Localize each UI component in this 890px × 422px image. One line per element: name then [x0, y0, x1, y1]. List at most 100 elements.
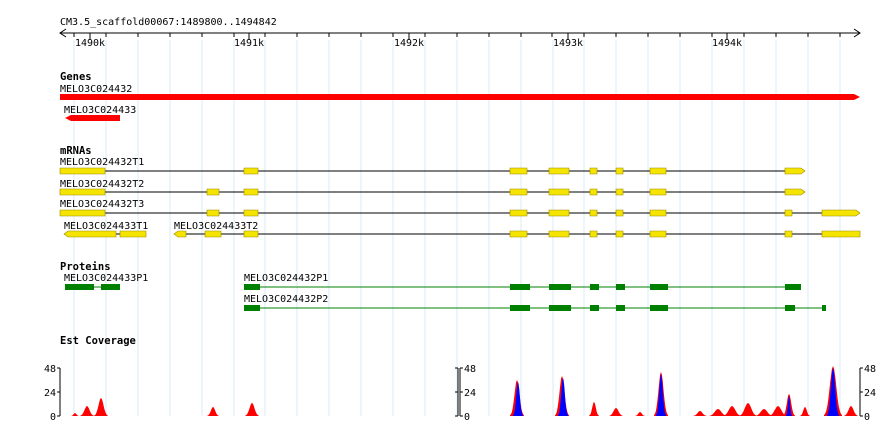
- gene-feature[interactable]: MELO3C024433: [64, 105, 136, 121]
- mrna-exon[interactable]: [784, 209, 793, 217]
- protein-block[interactable]: [244, 305, 260, 311]
- est-coverage-peak: [693, 411, 707, 416]
- mrna-exon[interactable]: [243, 167, 259, 175]
- mrna-exon[interactable]: [649, 167, 667, 175]
- gene-label: MELO3C024433: [64, 105, 136, 116]
- protein-block[interactable]: [650, 284, 668, 290]
- track-title-proteins: Proteins: [60, 261, 111, 273]
- mrna-exon[interactable]: [589, 188, 598, 196]
- mrna-exon[interactable]: [821, 230, 861, 238]
- protein-block[interactable]: [510, 284, 530, 290]
- est-y-axis: 48 24 0: [44, 364, 61, 422]
- mrna-exon[interactable]: [59, 209, 106, 217]
- mrna-label: MELO3C024432T3: [60, 199, 144, 210]
- mrna-exon[interactable]: [821, 209, 861, 217]
- mrna-exon[interactable]: [509, 209, 528, 217]
- y-axis-max-label: 48: [864, 364, 876, 375]
- mrna-exon[interactable]: [173, 230, 187, 238]
- track-title-mrnas: mRNAs: [60, 145, 92, 157]
- protein-block[interactable]: [785, 284, 801, 290]
- protein-block[interactable]: [616, 305, 625, 311]
- ruler-tick-label: 1490k: [75, 38, 105, 49]
- mrna-exon[interactable]: [548, 230, 570, 238]
- mrna-exon[interactable]: [649, 209, 667, 217]
- mrna-exon[interactable]: [509, 188, 528, 196]
- est-coverage-peak: [844, 406, 858, 416]
- mrna-exon[interactable]: [615, 167, 624, 175]
- mrna-label: MELO3C024432T2: [60, 179, 144, 190]
- ruler-tick-label: 1493k: [553, 38, 583, 49]
- mrna-exon[interactable]: [784, 188, 806, 196]
- mrna-exon[interactable]: [589, 230, 598, 238]
- mrna-exon[interactable]: [649, 230, 667, 238]
- ruler-tick-label: 1494k: [712, 38, 742, 49]
- mrna-exon[interactable]: [119, 230, 147, 238]
- ruler-right-arrow-icon: [853, 28, 861, 38]
- protein-block[interactable]: [244, 284, 260, 290]
- mrna-exon[interactable]: [509, 230, 528, 238]
- mrna-exon[interactable]: [784, 230, 793, 238]
- mrna-exon[interactable]: [63, 230, 117, 238]
- protein-block[interactable]: [101, 284, 120, 290]
- mrna-exon[interactable]: [59, 167, 106, 175]
- ruler: CM3.5_scaffold00067:1489800..1494842 149…: [59, 17, 861, 49]
- mrna-glyphs[interactable]: [59, 167, 861, 238]
- mrna-exon[interactable]: [59, 188, 106, 196]
- mrna-exon[interactable]: [509, 167, 528, 175]
- mrna-exon[interactable]: [243, 209, 259, 217]
- est-coverage-peak: [71, 413, 79, 416]
- protein-block[interactable]: [785, 305, 795, 311]
- mrna-exon[interactable]: [615, 188, 624, 196]
- est-coverage-peak: [609, 408, 623, 416]
- protein-label: MELO3C024433P1: [64, 273, 148, 284]
- mrna-exon[interactable]: [615, 209, 624, 217]
- est-y-axis: 48 24 0: [859, 364, 876, 422]
- mrna-exon[interactable]: [589, 209, 598, 217]
- protein-block[interactable]: [590, 305, 599, 311]
- mrna-exon[interactable]: [206, 209, 220, 217]
- mrna-exon[interactable]: [589, 167, 598, 175]
- protein-block[interactable]: [510, 305, 530, 311]
- mrna-exon[interactable]: [243, 188, 259, 196]
- mrna-exon[interactable]: [784, 167, 806, 175]
- protein-block[interactable]: [590, 284, 599, 290]
- y-axis-mid-label: 24: [864, 388, 876, 399]
- protein-block[interactable]: [549, 305, 571, 311]
- est-coverage-peak: [786, 396, 792, 416]
- mrna-exon[interactable]: [206, 188, 220, 196]
- protein-glyphs[interactable]: [65, 284, 826, 311]
- mrna-exon[interactable]: [548, 167, 570, 175]
- ruler-tick-label: 1492k: [394, 38, 424, 49]
- genes-track: Genes MELO3C024432 MELO3C024433: [60, 71, 860, 121]
- est-coverage-peak: [558, 378, 568, 416]
- y-axis-min-label: 0: [864, 412, 870, 422]
- proteins-track: Proteins MELO3C024433P1 MELO3C024432P1 M…: [60, 261, 826, 311]
- protein-block[interactable]: [822, 305, 826, 311]
- mrna-exon[interactable]: [548, 188, 570, 196]
- est-coverage-peak: [589, 402, 599, 416]
- gene-glyph[interactable]: [65, 115, 120, 121]
- protein-block[interactable]: [616, 284, 625, 290]
- ruler-tick-label: 1491k: [234, 38, 264, 49]
- est-coverage-track: Est Coverage 48 24 0 48 24 0: [44, 335, 876, 422]
- protein-block[interactable]: [650, 305, 668, 311]
- mrna-exon[interactable]: [615, 230, 624, 238]
- track-title-est-coverage: Est Coverage: [60, 335, 136, 347]
- est-coverage-peak: [94, 398, 108, 416]
- ruler-minor-ticks: [73, 33, 841, 37]
- mrna-exon[interactable]: [649, 188, 667, 196]
- protein-block[interactable]: [549, 284, 571, 290]
- y-axis-max-label: 48: [44, 364, 56, 375]
- mrna-exon[interactable]: [204, 230, 222, 238]
- gene-glyph[interactable]: [60, 94, 860, 100]
- gene-feature[interactable]: MELO3C024432: [60, 84, 860, 100]
- est-coverage-peak: [755, 409, 773, 416]
- protein-label: MELO3C024432P1: [244, 273, 328, 284]
- mrna-exon[interactable]: [243, 230, 259, 238]
- protein-block[interactable]: [65, 284, 94, 290]
- track-title-genes: Genes: [60, 71, 92, 83]
- mrna-exon[interactable]: [548, 209, 570, 217]
- location-label: CM3.5_scaffold00067:1489800..1494842: [60, 17, 277, 28]
